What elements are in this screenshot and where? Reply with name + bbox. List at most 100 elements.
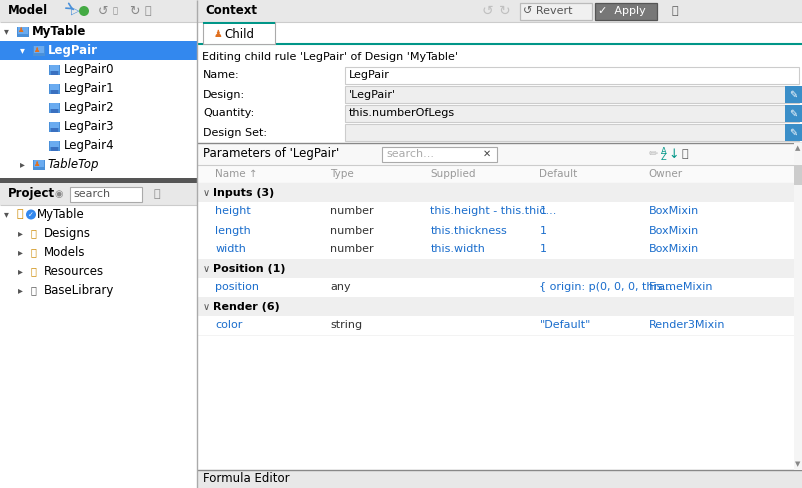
Text: Default: Default [539, 169, 577, 179]
Text: this.thickness: this.thickness [430, 225, 506, 236]
Text: ↺ Revert: ↺ Revert [522, 6, 572, 16]
Bar [0, 0, 196, 488]
Text: ▾: ▾ [20, 45, 25, 56]
Bar [793, 165, 802, 185]
Text: this.numberOfLegs: this.numberOfLegs [349, 108, 455, 119]
Text: ♟: ♟ [34, 46, 40, 53]
Bar [196, 470, 802, 488]
Text: ▲: ▲ [794, 145, 800, 151]
Text: 1: 1 [539, 244, 545, 255]
Text: TableTop: TableTop [48, 158, 99, 171]
Text: ✏: ✏ [648, 149, 658, 159]
Circle shape [26, 209, 36, 220]
Text: ♟: ♟ [214, 29, 222, 39]
Text: LegPair3: LegPair3 [64, 120, 115, 133]
Text: ✓  Apply: ✓ Apply [597, 6, 645, 16]
Text: 📁: 📁 [31, 285, 37, 296]
Text: Child: Child [224, 27, 253, 41]
Text: Supplied: Supplied [430, 169, 476, 179]
Text: ↓: ↓ [667, 147, 678, 161]
Bar [793, 143, 802, 470]
Text: Designs: Designs [44, 227, 91, 240]
Bar [196, 0, 802, 488]
Bar [196, 0, 802, 22]
Text: BoxMixin: BoxMixin [648, 206, 698, 217]
Bar [34, 160, 44, 166]
Text: FrameMixin: FrameMixin [648, 283, 712, 292]
Text: color: color [215, 321, 242, 330]
Text: Project: Project [8, 187, 55, 201]
Text: width: width [215, 244, 245, 255]
Text: 'LegPair': 'LegPair' [349, 89, 395, 100]
Bar [345, 86, 798, 103]
Bar [51, 108, 58, 113]
Text: ▼: ▼ [794, 461, 800, 467]
Bar [50, 141, 59, 146]
Text: MyTable: MyTable [37, 208, 85, 221]
Text: 1: 1 [539, 206, 545, 217]
Text: ▷: ▷ [71, 6, 79, 16]
Bar [17, 26, 29, 37]
Text: ⛶: ⛶ [681, 149, 688, 159]
Text: ▾: ▾ [4, 209, 9, 220]
Text: ⛶: ⛶ [154, 189, 160, 199]
Text: ♟: ♟ [18, 27, 24, 34]
Text: Inputs (3): Inputs (3) [213, 187, 274, 198]
Text: search: search [73, 189, 110, 199]
Text: Quantity:: Quantity: [203, 108, 254, 119]
Bar [784, 105, 801, 122]
Bar [345, 67, 798, 84]
Bar [345, 105, 798, 122]
Text: 📁: 📁 [31, 228, 37, 239]
Text: search...: search... [386, 149, 433, 159]
Bar [196, 297, 793, 316]
Text: ↺: ↺ [98, 4, 108, 18]
Text: BaseLibrary: BaseLibrary [44, 284, 114, 297]
Bar [784, 86, 801, 103]
Text: ◉: ◉ [55, 189, 63, 199]
Text: ↺: ↺ [480, 4, 492, 18]
Text: Context: Context [205, 4, 257, 18]
Text: ∨: ∨ [203, 264, 210, 273]
Text: ▸: ▸ [18, 228, 22, 239]
Bar [49, 141, 60, 150]
Text: ⛶: ⛶ [145, 6, 152, 16]
Bar [203, 22, 274, 24]
Bar [0, 178, 196, 183]
Bar [50, 122, 59, 127]
Text: Models: Models [44, 246, 85, 259]
Text: LegPair2: LegPair2 [64, 101, 115, 114]
Text: ⬛: ⬛ [113, 6, 118, 16]
Text: LegPair4: LegPair4 [64, 139, 115, 152]
Bar [0, 183, 196, 205]
Text: ↻: ↻ [499, 4, 510, 18]
Text: ∨: ∨ [203, 302, 210, 311]
Text: ∨: ∨ [203, 187, 210, 198]
Text: LegPair1: LegPair1 [64, 82, 115, 95]
Bar [382, 147, 496, 162]
Text: this.width: this.width [430, 244, 484, 255]
Bar [0, 0, 196, 22]
Bar [50, 64, 59, 70]
Text: number: number [330, 206, 374, 217]
Bar [784, 124, 801, 141]
Bar [520, 3, 591, 20]
Text: ✕: ✕ [482, 149, 491, 159]
Bar [51, 89, 58, 94]
Text: 📁: 📁 [31, 247, 37, 258]
Text: position: position [215, 283, 259, 292]
Bar [196, 221, 793, 240]
Text: Resources: Resources [44, 265, 104, 278]
Text: number: number [330, 225, 374, 236]
Bar [0, 41, 196, 60]
Bar [196, 183, 793, 202]
Text: ✎: ✎ [788, 127, 796, 138]
Bar [49, 102, 60, 113]
Bar [196, 240, 793, 259]
Text: 1: 1 [539, 225, 545, 236]
Bar [49, 83, 60, 94]
Text: Name ↑: Name ↑ [215, 169, 257, 179]
Text: Position (1): Position (1) [213, 264, 286, 273]
Bar [196, 259, 793, 278]
Text: Name:: Name: [203, 70, 239, 81]
